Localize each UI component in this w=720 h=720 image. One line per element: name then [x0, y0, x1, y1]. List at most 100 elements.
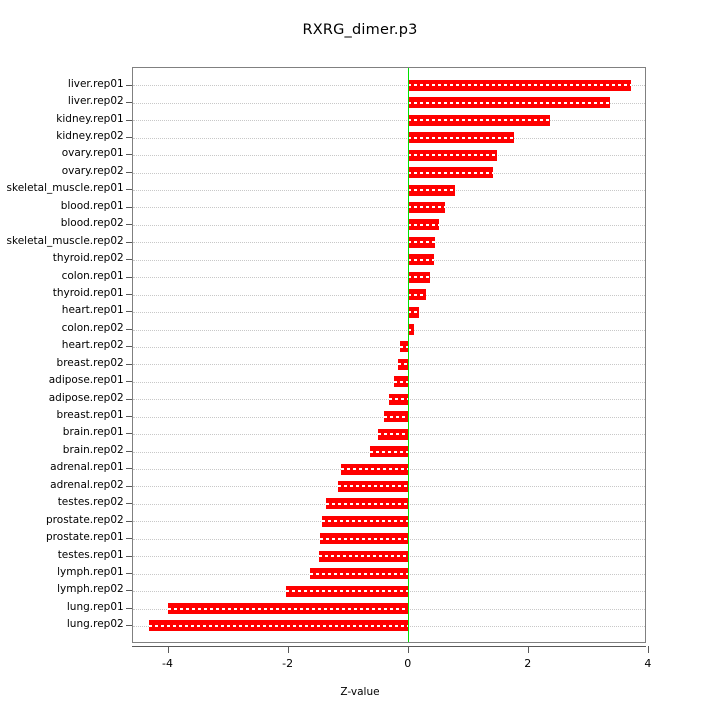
- bar: [408, 271, 430, 283]
- bar: [408, 167, 493, 179]
- bar: [408, 201, 445, 213]
- y-axis-tick: [126, 416, 133, 418]
- bar-hatch: [408, 84, 632, 87]
- y-axis-label: thyroid.rep02: [52, 252, 124, 265]
- y-axis-tick: [126, 276, 133, 278]
- y-axis-tick: [126, 572, 133, 574]
- bar: [408, 236, 436, 248]
- gridline: [133, 242, 645, 244]
- bar-hatch: [408, 223, 440, 226]
- y-axis-tick: [126, 468, 133, 470]
- x-axis-tick-label: -2: [282, 657, 294, 670]
- bar: [318, 550, 408, 562]
- y-axis-label: colon.rep02: [61, 321, 124, 334]
- bar-hatch: [408, 293, 426, 296]
- bar-hatch: [337, 485, 408, 488]
- y-axis-tick: [126, 485, 133, 487]
- gridline: [133, 259, 645, 261]
- y-axis-label: liver.rep01: [67, 77, 124, 90]
- x-axis-tick: [167, 646, 169, 653]
- y-axis-tick: [126, 450, 133, 452]
- y-axis-label: colon.rep01: [61, 269, 124, 282]
- bar-hatch: [384, 415, 409, 418]
- y-axis-tick: [126, 363, 133, 365]
- gridline: [133, 312, 645, 314]
- chart-title: RXRG_dimer.p3: [302, 22, 418, 38]
- bar: [408, 254, 435, 266]
- bar: [408, 324, 414, 336]
- bar-hatch: [408, 206, 445, 209]
- gridline: [133, 346, 645, 348]
- y-axis-label: ovary.rep02: [61, 164, 124, 177]
- gridline: [133, 102, 645, 104]
- bar: [398, 358, 409, 370]
- y-axis-label: kidney.rep02: [56, 130, 124, 143]
- gridline: [133, 120, 645, 122]
- x-axis-tick: [527, 646, 529, 653]
- bar-hatch: [322, 520, 408, 523]
- bar: [400, 341, 408, 353]
- x-axis-tick-label: -4: [162, 657, 173, 670]
- x-axis-title: Z-value: [340, 686, 380, 698]
- bar: [389, 393, 408, 405]
- gridline: [133, 381, 645, 383]
- bar: [394, 376, 408, 388]
- bar-hatch: [408, 154, 498, 157]
- plot-inner: [133, 68, 645, 642]
- y-axis-label: testes.rep02: [57, 496, 124, 509]
- bar: [408, 149, 498, 161]
- gridline: [133, 190, 645, 192]
- y-axis-tick: [126, 607, 133, 609]
- bar-hatch: [168, 607, 408, 610]
- bar-hatch: [408, 136, 514, 139]
- y-axis-label: adrenal.rep01: [50, 461, 124, 474]
- y-axis-tick: [126, 259, 133, 261]
- y-axis-label: adipose.rep01: [48, 374, 124, 387]
- x-axis-tick: [647, 646, 649, 653]
- bar-hatch: [148, 624, 408, 627]
- y-axis-tick: [126, 346, 133, 348]
- bar-hatch: [400, 345, 408, 348]
- bar-hatch: [408, 276, 430, 279]
- bar: [337, 480, 408, 492]
- plot-area: [132, 67, 646, 643]
- bar: [408, 79, 632, 91]
- gridline: [133, 155, 645, 157]
- bar-hatch: [389, 398, 408, 401]
- y-axis-label: skeletal_muscle.rep01: [6, 182, 124, 195]
- y-axis-label: adrenal.rep02: [50, 478, 124, 491]
- y-axis-tick: [126, 328, 133, 330]
- y-axis-label: lymph.rep01: [57, 565, 124, 578]
- gridline: [133, 399, 645, 401]
- x-axis-tick-label: 2: [524, 657, 532, 670]
- y-axis-tick: [126, 102, 133, 104]
- bar-hatch: [325, 502, 408, 505]
- bar-hatch: [320, 537, 408, 540]
- bar: [168, 603, 408, 615]
- y-axis-tick: [126, 137, 133, 139]
- y-axis-label: heart.rep01: [61, 304, 124, 317]
- y-axis-tick: [126, 119, 133, 121]
- bar-hatch: [408, 258, 435, 261]
- bar: [377, 428, 408, 440]
- bar-hatch: [369, 450, 408, 453]
- y-axis-label: blood.rep01: [60, 199, 124, 212]
- y-axis-label: brain.rep02: [62, 443, 124, 456]
- bar: [408, 289, 426, 301]
- y-axis-tick: [126, 590, 133, 592]
- y-axis-tick: [126, 171, 133, 173]
- bar-hatch: [309, 572, 408, 575]
- y-axis-tick: [126, 311, 133, 313]
- y-axis-tick: [126, 241, 133, 243]
- y-axis-label: thyroid.rep01: [52, 286, 124, 299]
- y-axis-tick: [126, 224, 133, 226]
- y-axis-label: kidney.rep01: [56, 112, 124, 125]
- bar: [341, 463, 408, 475]
- bar-hatch: [408, 171, 493, 174]
- y-axis-tick: [126, 555, 133, 557]
- bar: [148, 620, 408, 632]
- x-axis-tick: [407, 646, 409, 653]
- bar: [369, 446, 408, 458]
- y-axis-tick: [126, 381, 133, 383]
- y-axis-tick: [126, 398, 133, 400]
